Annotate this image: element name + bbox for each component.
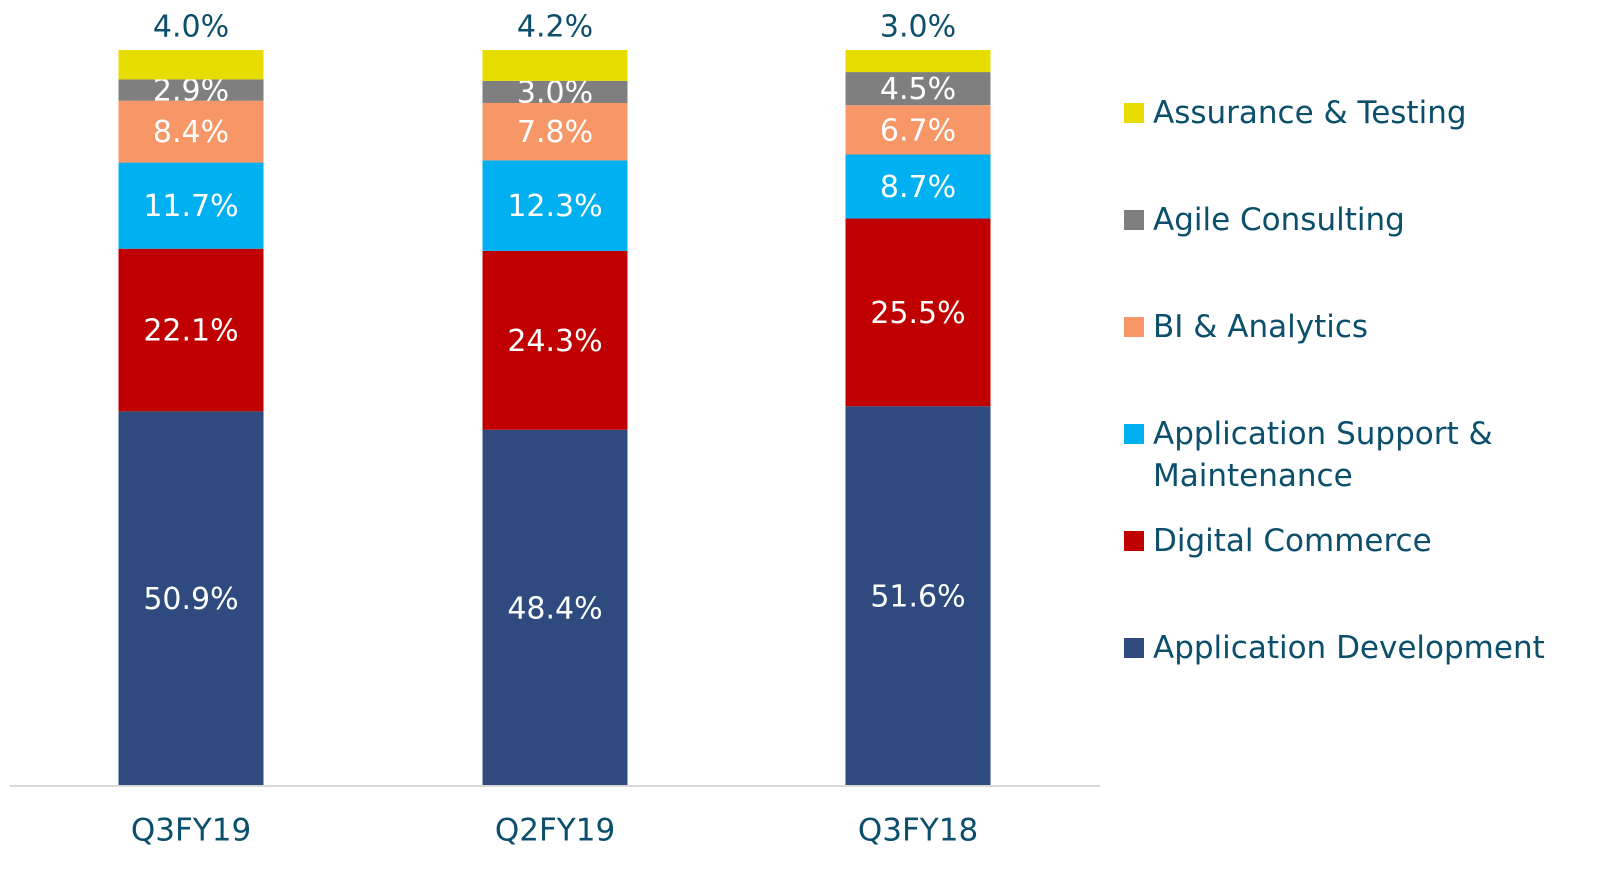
bar-segment xyxy=(118,411,264,786)
legend-item: BI & Analytics xyxy=(1124,306,1564,348)
bar-segment xyxy=(482,429,628,786)
data-label: 4.2% xyxy=(517,10,593,45)
legend-label: Agile Consulting xyxy=(1153,202,1405,238)
data-label: 3.0% xyxy=(880,10,956,45)
data-label: 8.4% xyxy=(153,115,229,150)
data-label: 2.9% xyxy=(153,74,229,109)
x-tick-label: Q2FY19 xyxy=(495,813,615,849)
legend-swatch xyxy=(1124,317,1144,337)
data-label: 11.7% xyxy=(143,189,238,224)
legend-item: Assurance & Testing xyxy=(1124,92,1564,134)
bar-segment xyxy=(118,100,264,163)
legend-label: Digital Commerce xyxy=(1153,523,1432,559)
bar-segment xyxy=(845,406,991,786)
legend-item: Application Development xyxy=(1124,627,1564,669)
data-label: 3.0% xyxy=(517,75,593,110)
bar-segment xyxy=(845,105,991,155)
legend-label: Application Support & Maintenance xyxy=(1153,416,1493,494)
legend-swatch xyxy=(1124,424,1144,444)
legend-swatch xyxy=(1124,210,1144,230)
x-tick-label: Q3FY18 xyxy=(858,813,978,849)
bar-segment xyxy=(482,50,628,81)
legend-swatch xyxy=(1124,103,1144,123)
bar-segment xyxy=(118,162,264,249)
legend-swatch xyxy=(1124,638,1144,658)
legend-swatch xyxy=(1124,531,1144,551)
data-label: 24.3% xyxy=(507,324,602,359)
bar-segment xyxy=(482,102,628,161)
data-label: 12.3% xyxy=(507,189,602,224)
data-label: 8.7% xyxy=(880,170,956,205)
data-label: 7.8% xyxy=(517,115,593,150)
data-label: 25.5% xyxy=(870,296,965,331)
legend-label: BI & Analytics xyxy=(1153,309,1369,345)
legend-label: Application Development xyxy=(1153,630,1545,666)
data-label: 48.4% xyxy=(507,591,602,626)
data-label: 4.0% xyxy=(153,10,229,45)
bar-segment xyxy=(482,160,628,251)
legend-item: Agile Consulting xyxy=(1124,199,1564,241)
legend-item: Digital Commerce xyxy=(1124,520,1564,562)
data-label: 50.9% xyxy=(143,582,238,617)
bar-segment xyxy=(118,79,264,101)
bar-segment xyxy=(845,218,991,407)
legend-item: Application Support & Maintenance xyxy=(1124,413,1564,497)
bar-segment xyxy=(118,50,264,80)
bar-segment xyxy=(845,154,991,219)
data-label: 51.6% xyxy=(870,580,965,615)
bar-segment xyxy=(845,50,991,73)
bar-segment xyxy=(482,80,628,103)
data-label: 22.1% xyxy=(143,314,238,349)
bar-segment xyxy=(118,248,264,412)
bar-segment xyxy=(845,72,991,106)
bar-segment xyxy=(482,250,628,430)
data-label: 6.7% xyxy=(880,113,956,148)
x-tick-label: Q3FY19 xyxy=(131,813,251,849)
data-label: 4.5% xyxy=(880,72,956,107)
legend-label: Assurance & Testing xyxy=(1153,95,1467,131)
